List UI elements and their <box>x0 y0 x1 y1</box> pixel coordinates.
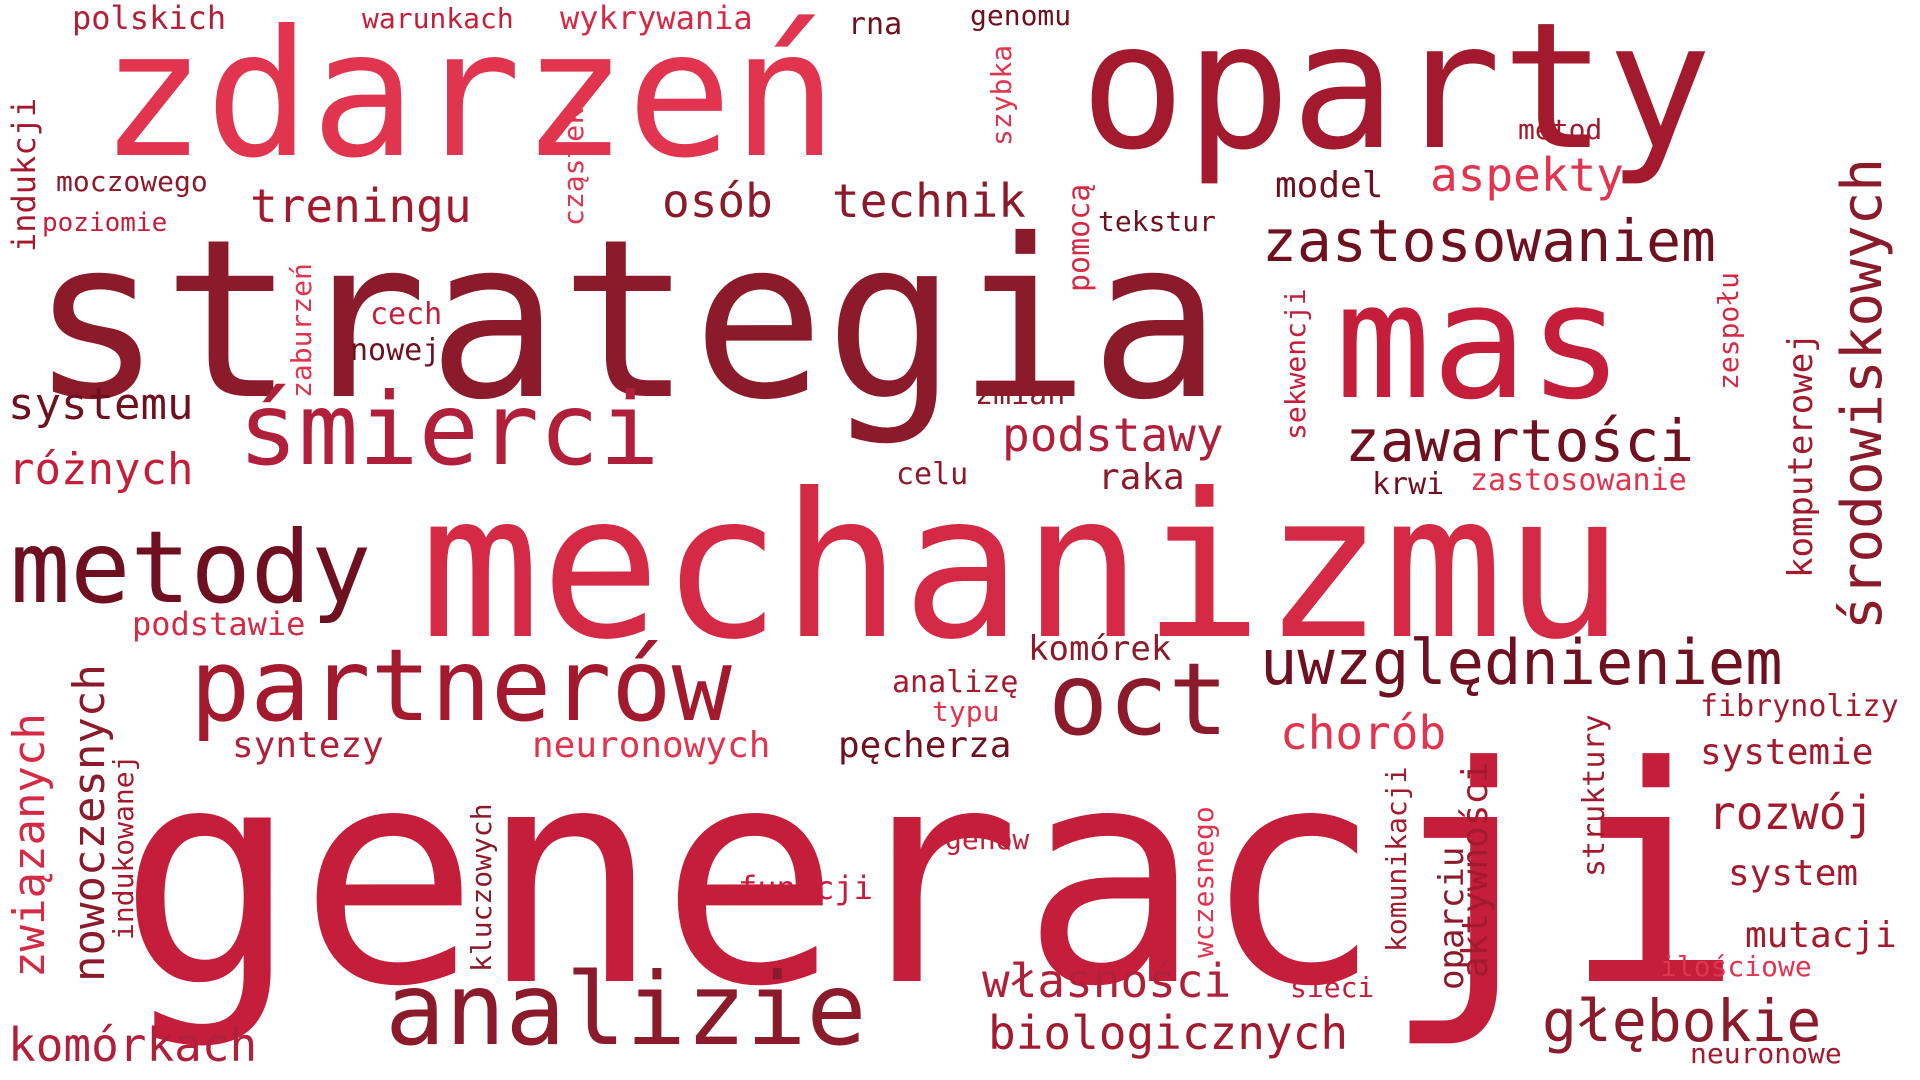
word-komunikacji: komunikacji <box>1380 766 1413 952</box>
word-funkcji: funkcji <box>738 869 873 907</box>
word-fibrynolizy: fibrynolizy <box>1700 689 1899 724</box>
word-metody: metody <box>10 509 372 626</box>
word-kluczowych: kluczowych <box>465 803 498 972</box>
word-sekwencji: sekwencji <box>1279 288 1312 440</box>
word-wczesnego: wczesnego <box>1187 806 1220 958</box>
word-pecherza: pęcherza <box>838 725 1012 766</box>
word-analize: analizę <box>892 665 1019 700</box>
word-zawartosci: zawartości <box>1345 407 1695 475</box>
word-strategia: strategia <box>30 192 1223 448</box>
word-tekstur: tekstur <box>1098 205 1217 238</box>
word-rozwoj: rozwój <box>1708 786 1875 840</box>
word-glebokie: głębokie <box>1542 987 1822 1055</box>
word-pomoca: pomocą <box>1062 183 1097 292</box>
word-aktywnosci: aktywności <box>1455 761 1496 978</box>
word-partnerow: partnerów <box>190 627 732 744</box>
word-generacji: generacji <box>118 703 1744 1052</box>
word-neuronowych: neuronowych <box>532 725 771 766</box>
word-mechanizmu: mechanizmu <box>420 451 1625 684</box>
word-krwi: krwi <box>1372 467 1445 502</box>
word-szybka: szybka <box>985 44 1018 146</box>
word-technik: technik <box>832 174 1026 228</box>
word-zdarzen: zdarzeń <box>100 0 838 197</box>
word-systemu: systemu <box>8 379 194 430</box>
word-nowej: nowej <box>350 333 441 368</box>
word-podstawy: podstawy <box>1002 408 1224 462</box>
word-genow: genów <box>945 823 1030 856</box>
word-systemie: systemie <box>1700 732 1874 773</box>
word-podstawie: podstawie <box>132 605 306 643</box>
word-zespolu: zespołu <box>1712 271 1745 390</box>
word-indukcji: indukcji <box>5 97 43 252</box>
word-rna: rna <box>848 7 903 42</box>
word-typu: typu <box>932 695 1000 728</box>
word-warunkach: warunkach <box>362 2 514 35</box>
word-chorob: chorób <box>1280 706 1447 760</box>
word-system: system <box>1728 853 1859 894</box>
word-sieci: sieci <box>1290 971 1375 1004</box>
word-struktury: struktury <box>1577 714 1612 877</box>
word-moczowego: moczowego <box>56 165 208 198</box>
word-uwzglednieniem: uwzględnieniem <box>1260 626 1783 699</box>
word-czastek: cząstek <box>557 107 590 226</box>
word-polskich: polskich <box>72 0 227 37</box>
word-treningu: treningu <box>250 179 472 233</box>
word-smierci: śmierci <box>238 371 660 488</box>
word-zastosowanie: zastosowanie <box>1470 463 1687 498</box>
word-wlasnosci: własności <box>982 954 1232 1008</box>
word-osob: osób <box>662 174 773 228</box>
word-wykrywania: wykrywania <box>560 0 753 37</box>
word-genomu: genomu <box>970 0 1072 32</box>
word-zmian: zmian <box>975 377 1066 412</box>
word-metod: metod <box>1518 113 1603 146</box>
word-model: model <box>1275 165 1384 206</box>
word-poziomie: poziomie <box>42 208 168 238</box>
word-aspekty: aspekty <box>1430 148 1624 202</box>
word-syntezy: syntezy <box>232 725 384 766</box>
word-zwiazanych: związanych <box>4 713 55 978</box>
word-mutacji: mutacji <box>1745 915 1897 956</box>
word-celu: celu <box>896 457 969 492</box>
word-mas: mas <box>1335 248 1624 435</box>
word-cech: cech <box>370 297 443 332</box>
word-oct: oct <box>1048 641 1229 758</box>
word-raka: raka <box>1098 457 1185 498</box>
word-roznych: różnych <box>8 444 194 495</box>
word-indukowanej: indukowanej <box>107 754 140 940</box>
word-zastosowaniem: zastosowaniem <box>1262 207 1716 275</box>
word-komputerowej: komputerowej <box>1781 332 1821 578</box>
word-oparty: oparty <box>1080 0 1713 189</box>
word-komorkach: komórkach <box>8 1018 258 1072</box>
word-zaburzen: zaburzeń <box>285 263 318 398</box>
word-neuronowe: neuronowe <box>1690 1037 1842 1070</box>
word-biologicznych: biologicznych <box>988 1006 1349 1060</box>
word-komorek: komórek <box>1028 629 1172 669</box>
word-srodowiskowych: środowiskowych <box>1830 157 1895 630</box>
word-ilosciowe: ilościowe <box>1660 950 1812 983</box>
word-nowoczesnych: nowoczesnych <box>64 664 115 982</box>
word-analizie: analizie <box>385 951 867 1068</box>
